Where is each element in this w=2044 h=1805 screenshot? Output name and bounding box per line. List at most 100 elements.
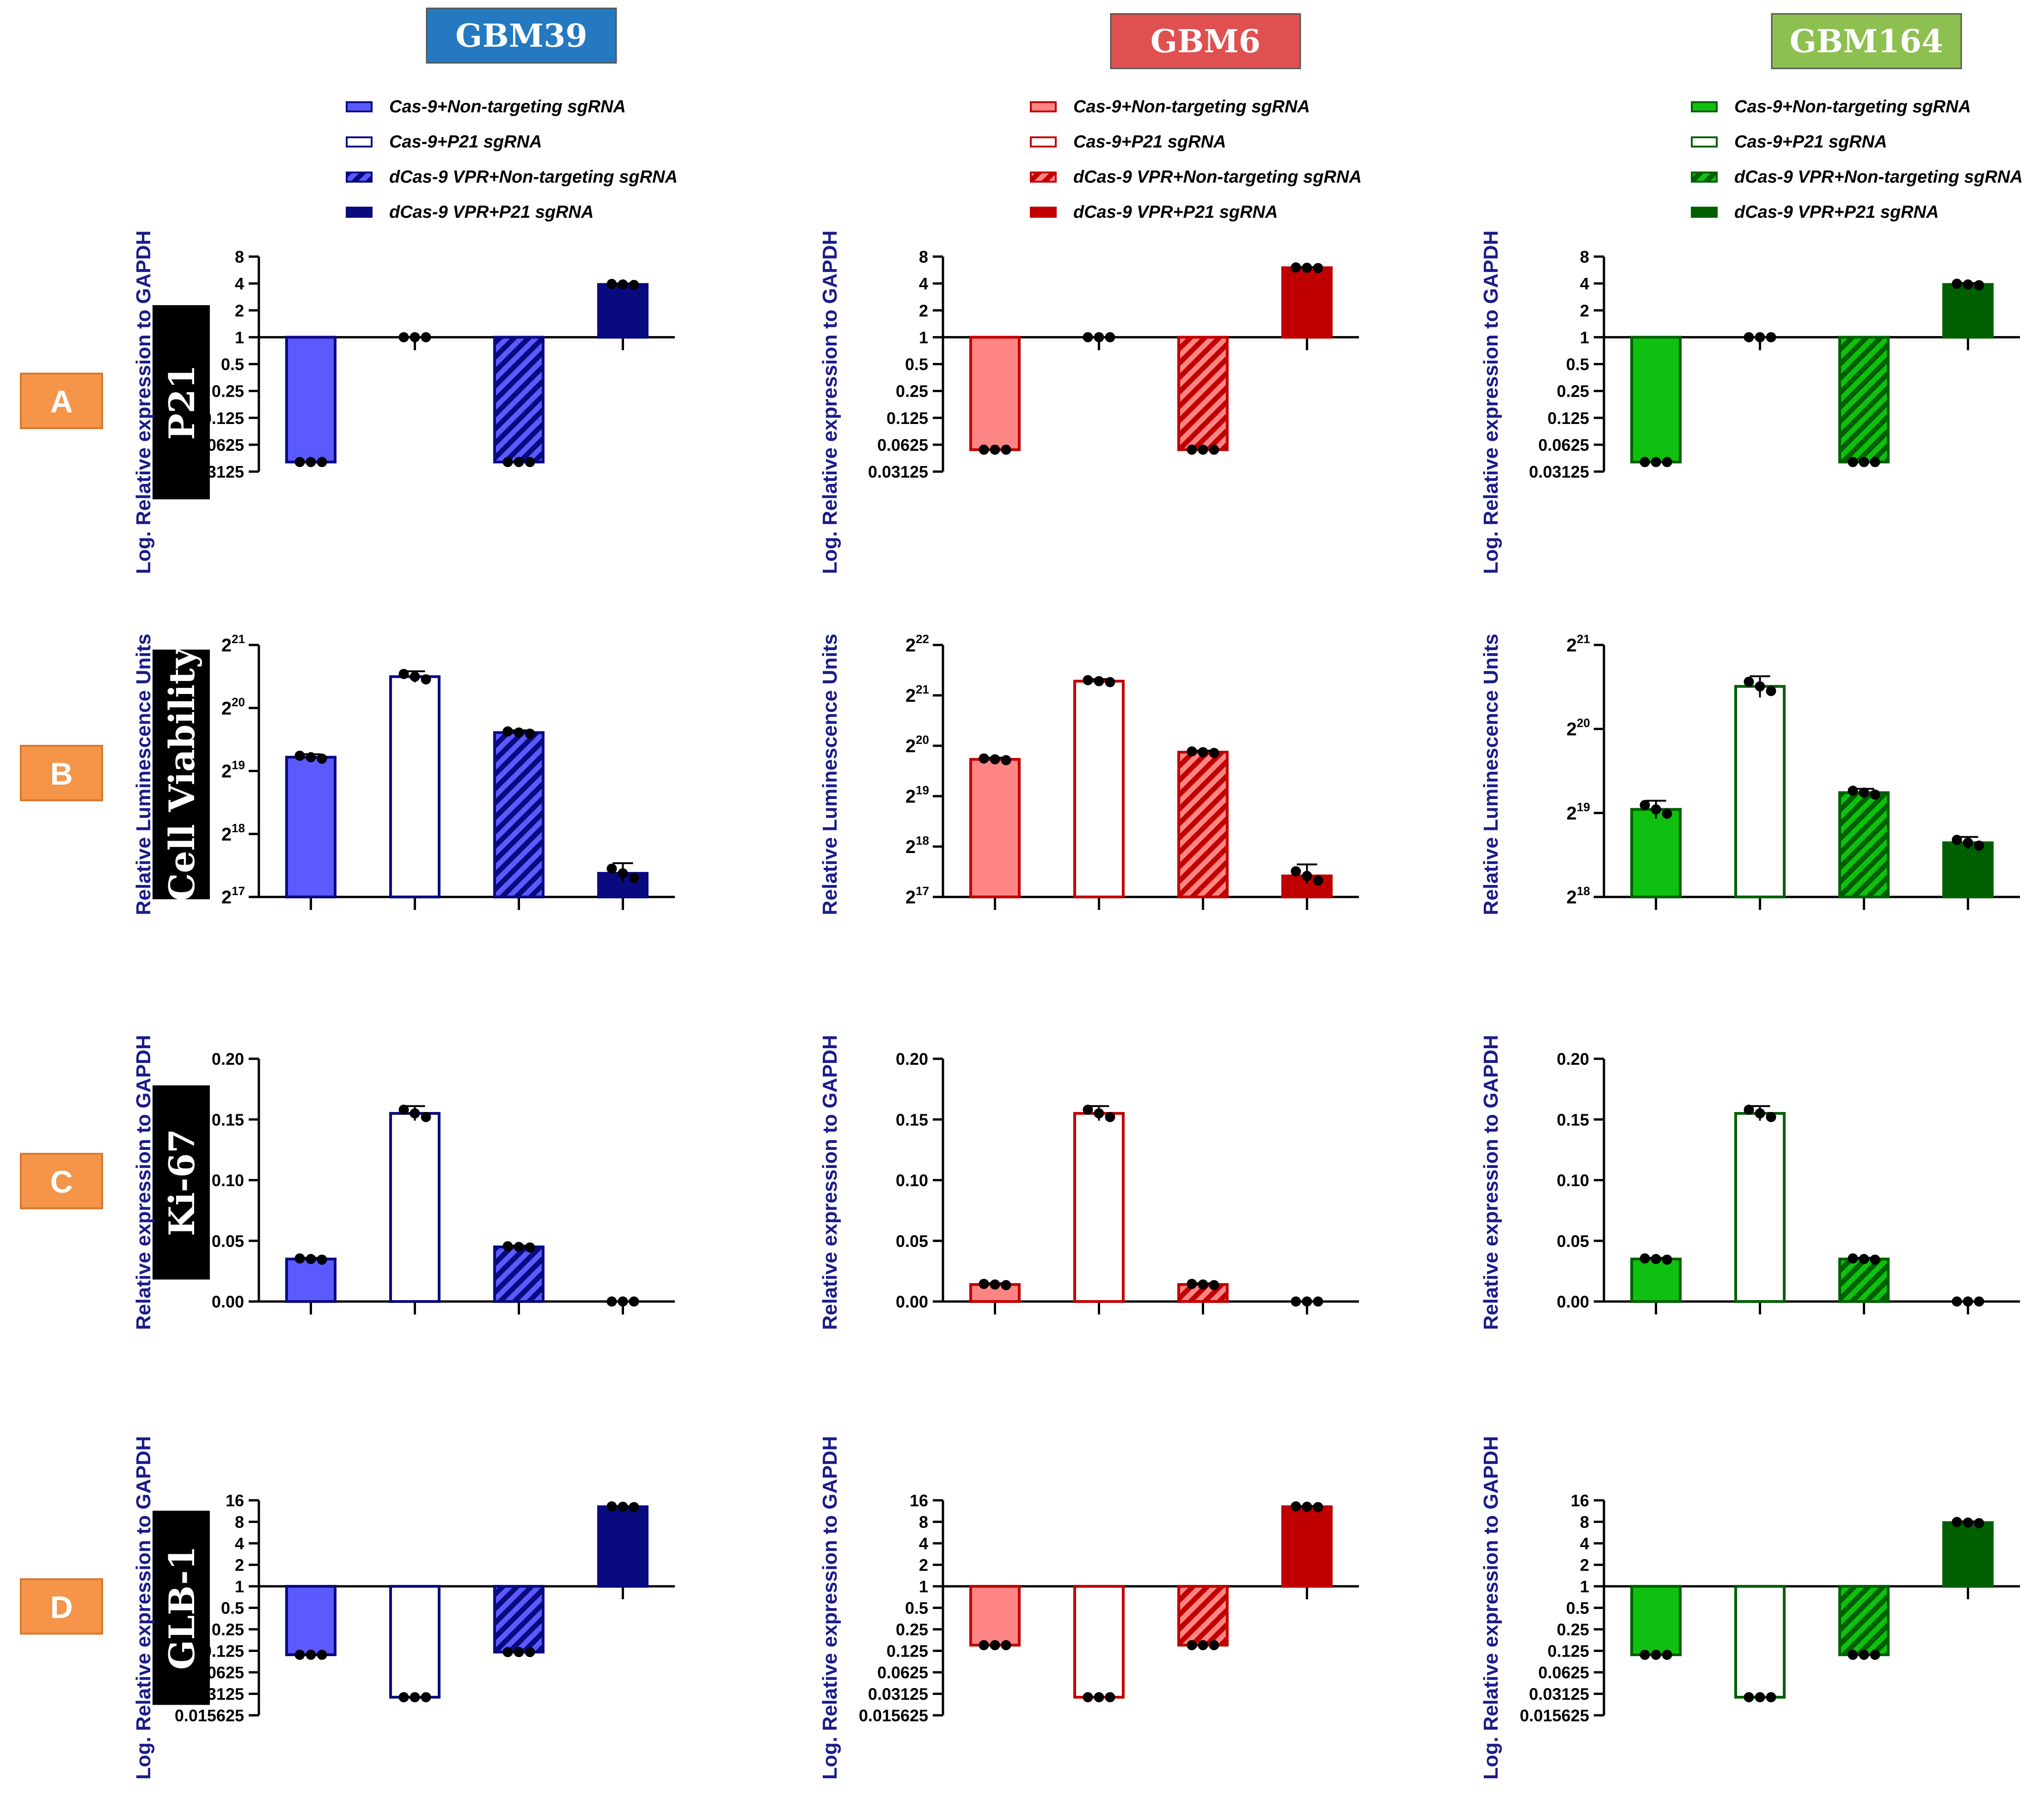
y-tick-label: 0.5 xyxy=(1566,1599,1589,1618)
legend-label: dCas-9 VPR+P21 sgRNA xyxy=(1073,203,1278,222)
data-point xyxy=(1640,800,1650,810)
data-point xyxy=(979,753,989,764)
data-point xyxy=(1870,1650,1880,1660)
data-point xyxy=(514,727,524,738)
row-letter: D xyxy=(50,1590,73,1625)
data-point xyxy=(1209,1640,1219,1651)
chart-B-gbm39: 217 218 219 220 221 Relative Luminescence Uni… xyxy=(132,632,675,915)
data-point xyxy=(1744,1692,1754,1702)
data-point xyxy=(1952,1516,1962,1527)
data-point xyxy=(1187,746,1197,757)
column-header-gbm6 xyxy=(1110,13,1301,69)
y-axis-label: Log. Relative expression to GAPDH xyxy=(132,230,155,574)
y-tick-label: 8 xyxy=(919,1513,928,1532)
legend-swatch xyxy=(1030,207,1057,218)
data-point xyxy=(1105,1692,1115,1702)
column-title: GBM39 xyxy=(455,18,587,55)
data-point xyxy=(525,1647,535,1658)
data-point xyxy=(410,671,420,682)
y-tick-exponent: 21 xyxy=(1577,632,1590,646)
y-tick-exponent: 19 xyxy=(1577,800,1590,814)
data-point xyxy=(514,1241,524,1252)
data-point xyxy=(1313,875,1323,886)
data-point xyxy=(1766,1692,1776,1702)
data-point xyxy=(1302,1501,1312,1512)
bar xyxy=(285,336,337,464)
y-tick-label: 0.03125 xyxy=(1529,462,1589,481)
y-tick-label: 0.0625 xyxy=(1538,1663,1589,1682)
data-point xyxy=(606,279,617,289)
chart-A-gbm164: 0.03125 0.0625 0.125 0.25 0.5 1 2 4 8 Log. Relati… xyxy=(1480,230,2020,574)
y-tick-label: 0.25 xyxy=(212,1620,244,1639)
gene-label: GLB-1 xyxy=(161,1546,202,1670)
data-point xyxy=(1105,677,1115,688)
legend-swatch xyxy=(346,207,373,218)
bar xyxy=(389,675,441,898)
data-point xyxy=(1105,1112,1115,1122)
bar xyxy=(969,1585,1021,1647)
y-tick-exponent: 21 xyxy=(916,682,929,696)
data-point xyxy=(398,669,409,679)
data-point xyxy=(1651,1650,1661,1660)
legend-swatch xyxy=(1691,207,1718,218)
data-point xyxy=(1744,1105,1754,1115)
data-point xyxy=(979,1278,989,1289)
bar xyxy=(597,283,649,339)
data-point xyxy=(1291,262,1301,273)
bar xyxy=(1942,1521,1994,1588)
y-tick-exponent: 22 xyxy=(916,632,929,646)
data-point xyxy=(1198,747,1208,757)
legend-label: dCas-9 VPR+P21 sgRNA xyxy=(1734,203,1939,222)
bar xyxy=(1630,1585,1682,1657)
y-tick-label: 4 xyxy=(235,1534,244,1553)
data-point xyxy=(1640,1253,1650,1264)
bar xyxy=(597,1505,649,1588)
y-tick-label: 4 xyxy=(919,1534,928,1553)
bar xyxy=(1838,336,1890,464)
data-point xyxy=(1651,457,1661,467)
data-point xyxy=(1209,444,1219,455)
y-tick-label: 0.0625 xyxy=(877,436,928,454)
y-tick-exponent: 18 xyxy=(916,834,929,847)
y-tick-label: 220 xyxy=(221,695,245,718)
gene-label-box xyxy=(153,1510,210,1705)
data-point xyxy=(306,1650,316,1660)
legend-swatch xyxy=(1030,172,1057,183)
bar xyxy=(969,758,1021,898)
bar xyxy=(1734,1585,1786,1699)
y-tick-label: 4 xyxy=(1580,1534,1589,1553)
data-point xyxy=(1952,835,1962,845)
data-point xyxy=(294,1650,305,1660)
y-tick-label: 0.05 xyxy=(1557,1232,1589,1251)
data-point xyxy=(1302,871,1312,881)
y-tick-label: 4 xyxy=(1580,274,1589,293)
gene-label: Cell Viability xyxy=(161,647,202,901)
y-axis-label: Relative Luminescence Units xyxy=(819,634,841,915)
y-tick-label: 16 xyxy=(226,1491,244,1510)
row-letter-box xyxy=(20,745,103,801)
legend-swatch xyxy=(1030,136,1057,147)
y-tick-label: 0.0625 xyxy=(877,1663,928,1682)
legend-label: Cas-9+P21 sgRNA xyxy=(1073,132,1226,152)
data-point xyxy=(1662,457,1672,467)
y-tick-label: 1 xyxy=(235,1577,244,1596)
y-tick-label: 219 xyxy=(906,783,929,807)
y-tick-label: 0.25 xyxy=(896,1620,928,1639)
data-point xyxy=(410,1692,420,1702)
y-tick-exponent: 20 xyxy=(232,695,245,709)
y-tick-label: 2 xyxy=(1580,1556,1589,1575)
data-point xyxy=(1870,457,1880,467)
data-point xyxy=(1083,675,1093,686)
data-point xyxy=(1662,1650,1672,1660)
y-axis-label: Relative expression to GAPDH xyxy=(1480,1035,1502,1330)
bar xyxy=(389,1585,441,1699)
data-point xyxy=(421,1692,431,1702)
chart-D-gbm164: 0.015625 0.03125 0.0625 0.125 0.25 0.5 1 2 4 8 16 L… xyxy=(1480,1436,2020,1780)
data-point xyxy=(990,444,1000,455)
data-point xyxy=(1302,263,1312,273)
y-tick-label: 0.15 xyxy=(1557,1110,1589,1129)
data-point xyxy=(410,1108,420,1119)
y-tick-label: 8 xyxy=(919,247,928,266)
y-tick-label: 0.125 xyxy=(1548,1642,1589,1661)
data-point xyxy=(1001,755,1011,766)
